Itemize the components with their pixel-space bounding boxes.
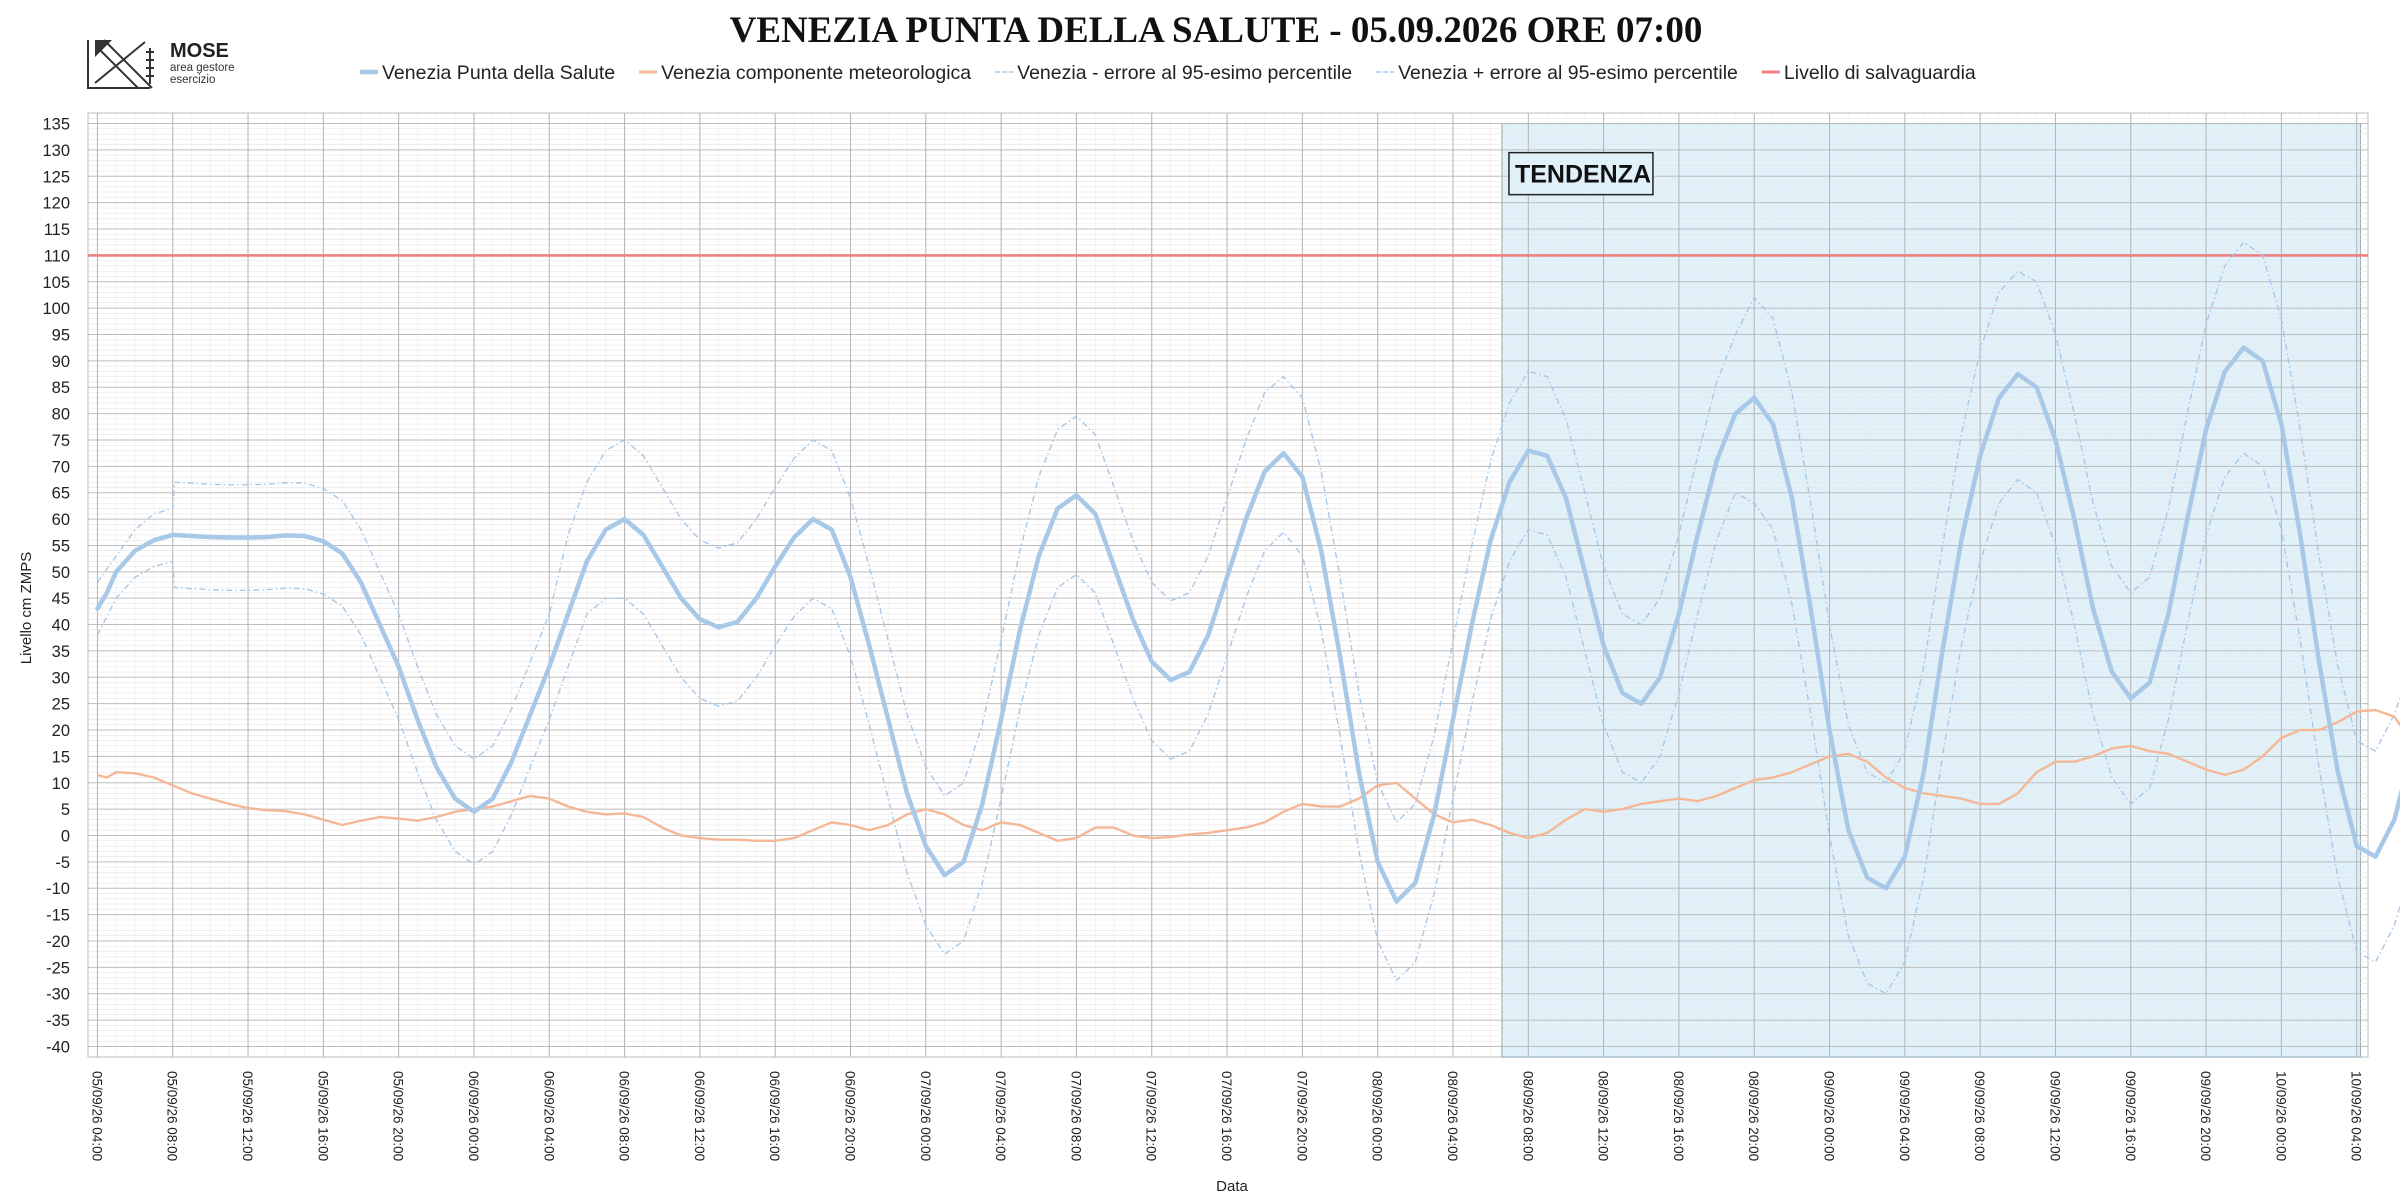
legend-item-venezia-errore-al-95-esimo-percentile: Venezia + errore al 95-esimo percentile — [1376, 62, 1738, 84]
y-tick-label: 25 — [52, 696, 70, 714]
y-tick-label: 55 — [52, 537, 70, 555]
y-tick-label: -30 — [46, 986, 70, 1004]
x-tick-label: 08/09/26 16:00 — [1671, 1071, 1686, 1161]
grid-minor — [88, 113, 2368, 1057]
trend-label: TENDENZA — [1515, 161, 1651, 189]
series-group — [88, 241, 2400, 995]
y-tick-label: 35 — [52, 643, 70, 661]
y-tick-label: -5 — [55, 854, 70, 872]
series-line-venezia-punta-della-salute — [95, 345, 2400, 904]
y-tick-label: 80 — [52, 406, 70, 424]
y-tick-label: -10 — [46, 880, 70, 898]
y-tick-label: 95 — [52, 326, 70, 344]
x-tick-label: 07/09/26 16:00 — [1219, 1071, 1234, 1161]
y-tick-label: 125 — [42, 168, 70, 186]
mose-logo-icon — [87, 39, 154, 89]
y-tick-label: 100 — [42, 300, 70, 318]
x-tick-label: 10/09/26 04:00 — [2349, 1071, 2364, 1161]
y-tick-label: 15 — [52, 748, 70, 766]
y-tick-label: 115 — [44, 221, 70, 239]
legend-label: Venezia Punta della Salute — [382, 62, 615, 84]
x-tick-label: 09/09/26 08:00 — [1972, 1071, 1987, 1161]
legend-label: Venezia - errore al 95-esimo percentile — [1017, 62, 1352, 84]
y-tick-label: 40 — [52, 617, 70, 635]
logo-subtitle-line2: esercizio — [170, 74, 215, 86]
y-tick-label: 70 — [52, 458, 70, 476]
y-tick-label: 135 — [42, 116, 70, 134]
x-tick-label: 08/09/26 12:00 — [1596, 1071, 1611, 1161]
x-tick-label: 06/09/26 12:00 — [692, 1071, 707, 1161]
x-axis-ticks: 05/09/26 04:00 05/09/26 08:00 05/09/26 12:… — [89, 1071, 2363, 1161]
x-tick-label: 06/09/26 20:00 — [843, 1071, 858, 1161]
x-tick-label: 07/09/26 00:00 — [918, 1071, 933, 1161]
x-tick-label: 07/09/26 12:00 — [1144, 1071, 1159, 1161]
logo-subtitle-line1: area gestore — [170, 62, 235, 74]
y-tick-label: -20 — [46, 933, 70, 951]
trend-region — [1501, 122, 2362, 1058]
x-tick-label: 06/09/26 00:00 — [466, 1071, 481, 1161]
y-tick-label: 110 — [44, 247, 70, 265]
y-tick-label: 105 — [42, 274, 70, 292]
x-tick-label: 06/09/26 16:00 — [767, 1071, 782, 1161]
x-tick-label: 09/09/26 16:00 — [2123, 1071, 2138, 1161]
mose-logo: MOSE area gestore esercizio — [87, 39, 235, 89]
x-tick-label: 08/09/26 00:00 — [1370, 1071, 1385, 1161]
logo-name: MOSE — [170, 40, 229, 62]
y-axis-label: Livello cm ZMPS — [18, 552, 35, 665]
y-tick-label: 75 — [52, 432, 70, 450]
x-tick-label: 05/09/26 08:00 — [165, 1071, 180, 1161]
x-tick-label: 07/09/26 04:00 — [993, 1071, 1008, 1161]
x-tick-label: 10/09/26 00:00 — [2273, 1071, 2288, 1161]
y-tick-label: 85 — [52, 379, 70, 397]
x-tick-label: 09/09/26 04:00 — [1897, 1071, 1912, 1161]
legend-label: Venezia componente meteorologica — [661, 62, 971, 84]
y-tick-label: 45 — [52, 590, 70, 608]
y-tick-label: 90 — [52, 353, 70, 371]
x-tick-label: 06/09/26 04:00 — [541, 1071, 556, 1161]
legend-label: Venezia + errore al 95-esimo percentile — [1398, 62, 1738, 84]
y-tick-label: 20 — [52, 722, 70, 740]
x-tick-label: 05/09/26 12:00 — [240, 1071, 255, 1161]
y-tick-label: -25 — [46, 959, 70, 977]
y-tick-label: 50 — [52, 564, 70, 582]
x-tick-label: 05/09/26 20:00 — [391, 1071, 406, 1161]
y-tick-label: 10 — [52, 775, 70, 793]
x-tick-label: 09/09/26 20:00 — [2198, 1071, 2213, 1161]
y-tick-label: -40 — [46, 1038, 70, 1056]
y-tick-label: -15 — [46, 907, 70, 925]
x-tick-label: 08/09/26 04:00 — [1445, 1071, 1460, 1161]
x-tick-label: 08/09/26 20:00 — [1746, 1071, 1761, 1161]
x-axis-label: Data — [1216, 1178, 1248, 1195]
x-tick-label: 09/09/26 00:00 — [1822, 1071, 1837, 1161]
x-tick-label: 05/09/26 04:00 — [89, 1071, 104, 1161]
x-tick-label: 07/09/26 20:00 — [1294, 1071, 1309, 1161]
x-tick-label: 05/09/26 16:00 — [315, 1071, 330, 1161]
y-tick-label: 60 — [52, 511, 70, 529]
y-tick-label: -35 — [46, 1012, 70, 1030]
chart-title: VENEZIA PUNTA DELLA SALUTE - 05.09.2026 … — [730, 10, 1703, 51]
series-line-venezia-errore-al-95-esimo-percentile — [96, 452, 2400, 995]
y-tick-label: 65 — [52, 485, 70, 503]
y-tick-label: 130 — [42, 142, 70, 160]
legend-item-venezia-punta-della-salute: Venezia Punta della Salute — [360, 62, 615, 84]
x-tick-label: 08/09/26 08:00 — [1520, 1071, 1535, 1161]
legend-item-livello-di-salvaguardia: Livello di salvaguardia — [1761, 62, 1976, 84]
trend-label-box: TENDENZA — [1508, 151, 1654, 196]
x-tick-label: 09/09/26 12:00 — [2047, 1071, 2062, 1161]
legend-item-venezia-componente-meteorologica: Venezia componente meteorologica — [639, 62, 971, 84]
legend-item-venezia-errore-al-95-esimo-percentile: Venezia - errore al 95-esimo percentile — [995, 62, 1352, 84]
y-tick-label: 0 — [61, 828, 70, 846]
series-line-venezia-errore-al-95-esimo-percentile — [96, 241, 2400, 824]
x-tick-label: 06/09/26 08:00 — [617, 1071, 632, 1161]
y-tick-label: 30 — [52, 669, 70, 687]
x-tick-label: 07/09/26 08:00 — [1068, 1071, 1083, 1161]
y-tick-label: 5 — [61, 801, 70, 819]
y-tick-label: 120 — [42, 195, 70, 213]
legend: Venezia Punta della Salute Venezia compon… — [360, 62, 1976, 84]
legend-label: Livello di salvaguardia — [1784, 62, 1976, 84]
y-axis-ticks: 1351301251201151101051009590858075706560… — [42, 116, 70, 1057]
